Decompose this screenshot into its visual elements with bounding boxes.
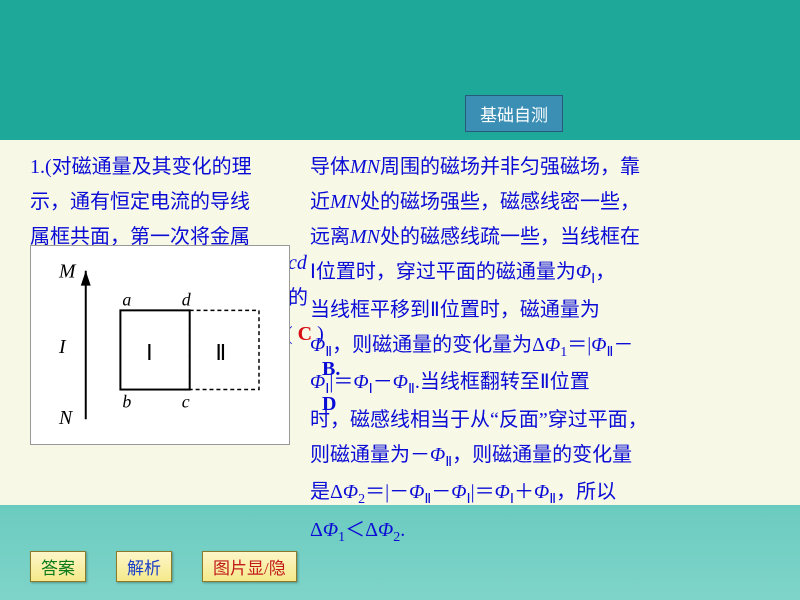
right-column: 导体MN周围的磁场并非匀强磁场，靠 近MN处的磁场强些，磁感线密一些， 远离MN… xyxy=(310,150,770,495)
section-badge: 基础自测 xyxy=(465,95,563,132)
r9: 则磁通量为－ΦⅡ，则磁通量的变化量 xyxy=(310,438,770,476)
label-b: b xyxy=(122,391,131,411)
left-column: 1.(对磁通量及其变化的理 示，通有恒定电流的导线 属框共面，第一次将金属 框绕… xyxy=(30,150,310,495)
label-a: a xyxy=(122,289,131,309)
explain-button[interactable]: 解析 xyxy=(116,551,172,582)
two-column: 1.(对磁通量及其变化的理 示，通有恒定电流的导线 属框共面，第一次将金属 框绕… xyxy=(30,150,770,495)
q-line-1: 1.(对磁通量及其变化的理 xyxy=(30,150,310,185)
r8: 时，磁感线相当于从“反面”穿过平面， xyxy=(310,403,770,438)
label-M: M xyxy=(58,261,77,283)
r10: 是ΔΦ2＝|－ΦⅡ－ΦⅠ|＝ΦⅠ＋ΦⅡ，所以 xyxy=(310,475,770,513)
slide-page: 基础自测 1.(对磁通量及其变化的理 示，通有恒定电流的导线 属框共面，第一次将… xyxy=(0,0,800,600)
r11: ΔΦ1＜ΔΦ2. xyxy=(310,513,770,551)
button-row: 答案 解析 图片显/隐 xyxy=(30,551,297,582)
diagram-svg: M N I a d b c Ⅰ Ⅱ xyxy=(31,246,289,444)
r2: 近MN处的磁场强些，磁感线密一些， xyxy=(310,185,770,220)
r5: 当线框平移到Ⅱ位置时，磁通量为 xyxy=(310,293,770,328)
r3: 远离MN处的磁感线疏一些，当线框在 xyxy=(310,220,770,255)
content-area: 1.(对磁通量及其变化的理 示，通有恒定电流的导线 属框共面，第一次将金属 框绕… xyxy=(0,140,800,505)
label-d: d xyxy=(182,289,191,309)
r4: Ⅰ位置时，穿过平面的磁通量为ΦⅠ， xyxy=(310,255,770,293)
toggle-image-button[interactable]: 图片显/隐 xyxy=(202,551,297,582)
label-I: I xyxy=(58,336,67,358)
q-line-2: 示，通有恒定电流的导线 xyxy=(30,185,310,220)
explanation-text: 导体MN周围的磁场并非匀强磁场，靠 近MN处的磁场强些，磁感线密一些， 远离MN… xyxy=(310,150,770,550)
label-two: Ⅱ xyxy=(215,341,226,365)
label-N: N xyxy=(58,407,74,429)
question-text: 1.(对磁通量及其变化的理 示，通有恒定电流的导线 属框共面，第一次将金属 xyxy=(30,150,310,255)
r7: ΦⅠ|＝ΦⅠ－ΦⅡ.当线框翻转至Ⅱ位置 xyxy=(310,365,770,403)
label-one: Ⅰ xyxy=(146,341,152,365)
r1: 导体MN周围的磁场并非匀强磁场，靠 xyxy=(310,150,770,185)
label-c: c xyxy=(182,391,190,411)
circuit-diagram: M N I a d b c Ⅰ Ⅱ xyxy=(30,245,290,445)
header-area: 基础自测 xyxy=(0,0,800,140)
answer-button[interactable]: 答案 xyxy=(30,551,86,582)
r6: ΦⅡ，则磁通量的变化量为ΔΦ1＝|ΦⅡ－ xyxy=(310,328,770,366)
